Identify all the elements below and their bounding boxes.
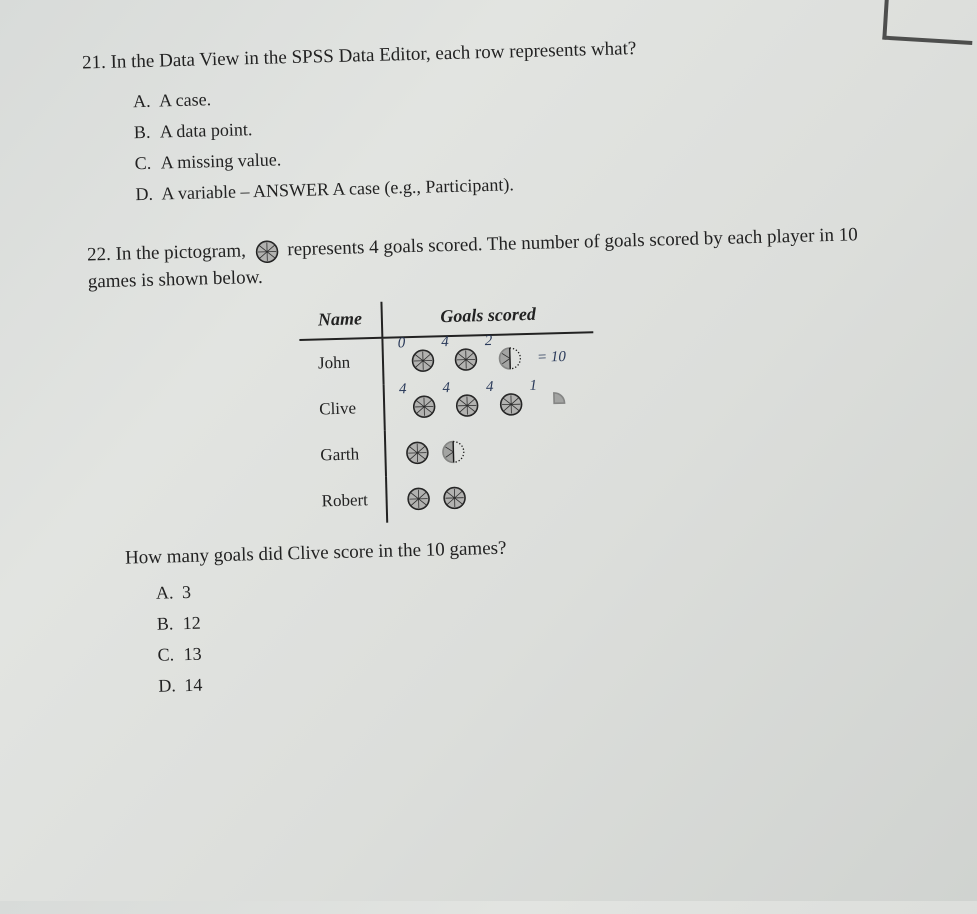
handwritten-annotation: 0 — [398, 335, 406, 351]
option-letter: A. — [156, 580, 183, 606]
q22-answers: A.3 B.12 C.13 D.14 — [156, 561, 916, 700]
row-goals: 4 4 4 1 — [384, 379, 596, 431]
ball-icon — [453, 346, 480, 373]
option-text: 12 — [183, 612, 202, 632]
option-letter: C. — [157, 642, 184, 668]
option-text: A missing value. — [160, 149, 281, 172]
ball-icon — [409, 347, 436, 374]
ball-icon — [454, 392, 481, 419]
question-22: 22. In the pictogram, represents 4 goals… — [87, 221, 916, 700]
table-row: Clive4 4 4 1 — [301, 379, 596, 433]
handwritten-annotation: = 10 — [537, 349, 566, 366]
q22-number: 22. — [87, 244, 111, 266]
q21-options: A.A case. B.A data point. C.A missing valu… — [133, 69, 903, 208]
option-text: A data point. — [160, 119, 253, 141]
question-21: 21. In the Data View in the SPSS Data Ed… — [82, 29, 903, 209]
option-letter: B. — [156, 611, 183, 637]
col-goals-header: Goals scored — [382, 296, 594, 338]
ball-icon — [498, 391, 525, 418]
option-text: 14 — [184, 675, 203, 695]
ball-icon — [440, 438, 467, 465]
ball-icon — [411, 393, 438, 420]
row-goals — [386, 471, 598, 523]
table-row: John0 4 2 = 10 — [299, 332, 594, 387]
option-letter: B. — [134, 119, 161, 145]
row-name: Robert — [303, 476, 387, 524]
ball-icon — [406, 485, 433, 512]
ball-icon — [253, 238, 280, 265]
option-text: A case. — [159, 89, 211, 110]
table-row: Garth — [302, 425, 597, 479]
option-letter: C. — [134, 151, 161, 177]
row-goals — [385, 425, 597, 477]
ball-icon — [404, 439, 431, 466]
pictogram-table: Name Goals scored John0 4 2 = 10 — [298, 296, 598, 525]
ball-icon — [541, 390, 568, 417]
handwritten-annotation: 4 — [441, 334, 449, 350]
handwritten-annotation: 4 — [442, 380, 450, 396]
q22-intro-before: In the pictogram, — [115, 241, 251, 266]
question-22-text: 22. In the pictogram, represents 4 goals… — [87, 221, 905, 295]
table-row: Robert — [303, 471, 598, 525]
q21-number: 21. — [82, 52, 106, 74]
q21-stem: In the Data View in the SPSS Data Editor… — [110, 38, 636, 73]
option-letter: D. — [135, 182, 162, 208]
option-letter: A. — [133, 88, 160, 114]
handwritten-annotation: 2 — [485, 332, 493, 348]
row-name: John — [299, 337, 383, 386]
row-goals: 0 4 2 = 10 — [383, 332, 595, 385]
option-text: 3 — [182, 582, 192, 602]
ball-icon — [496, 345, 523, 372]
handwritten-annotation: 4 — [486, 378, 494, 394]
row-name: Garth — [302, 430, 386, 478]
col-name-header: Name — [298, 301, 382, 339]
option-letter: D. — [158, 673, 185, 699]
row-name: Clive — [301, 384, 385, 432]
question-21-text: 21. In the Data View in the SPSS Data Ed… — [82, 29, 899, 76]
worksheet-page: 21. In the Data View in the SPSS Data Ed… — [0, 0, 977, 914]
page-corner-mark — [882, 0, 975, 45]
option-text: 13 — [183, 644, 202, 664]
ball-icon — [442, 484, 469, 511]
handwritten-annotation: 1 — [529, 377, 537, 393]
handwritten-annotation: 4 — [399, 381, 407, 397]
option-text: A variable – ANSWER A case (e.g., Partic… — [161, 174, 514, 203]
